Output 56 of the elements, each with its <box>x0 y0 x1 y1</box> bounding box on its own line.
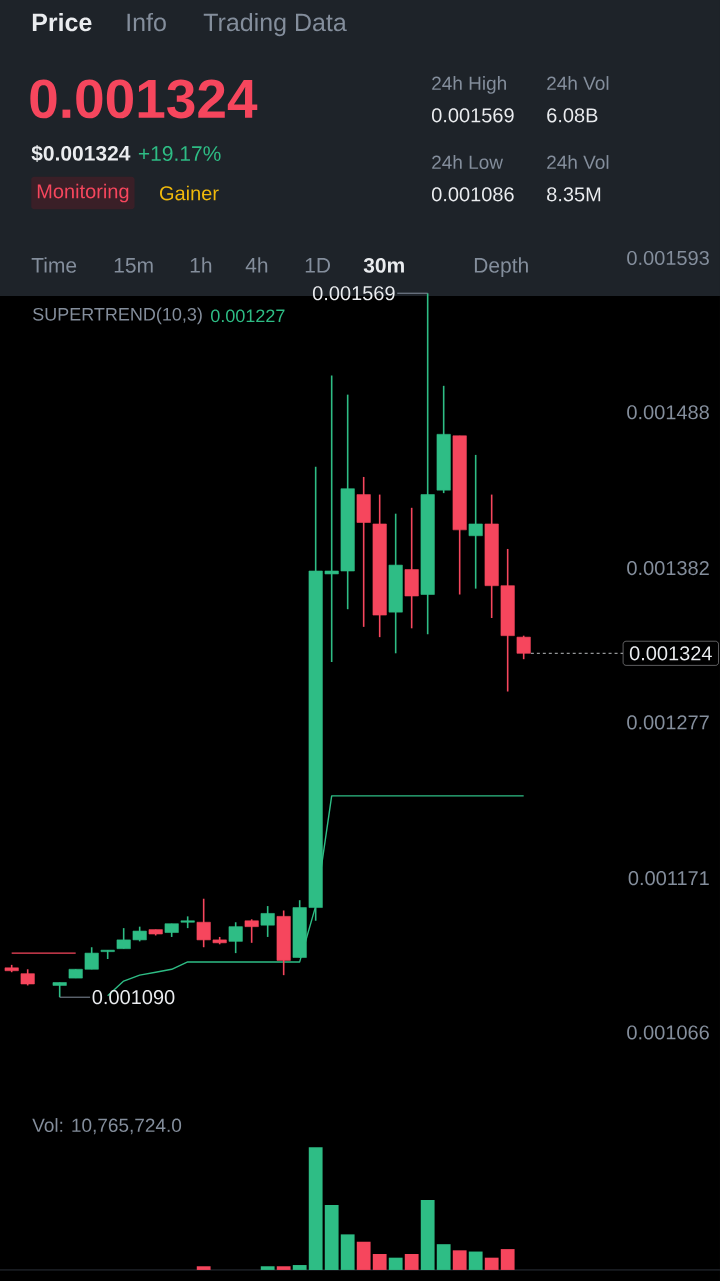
y-tick-label: 0.001488 <box>627 405 709 420</box>
y-tick-label: 0.001171 <box>628 871 709 886</box>
annotation: 15m <box>114 258 153 273</box>
text: 24h Low <box>432 155 504 170</box>
text: 0.001086 <box>431 187 514 202</box>
candlestick <box>468 454 483 590</box>
annotation: Depth <box>474 257 528 277</box>
bar <box>324 1204 339 1270</box>
bar <box>340 1234 355 1270</box>
bar <box>500 1249 515 1270</box>
ref-line-label: 0.001324 <box>629 646 712 661</box>
text: $0.001324 <box>31 144 131 163</box>
text: +19.17% <box>138 146 221 161</box>
annotation: 1D <box>305 258 331 273</box>
text: Monitoring <box>37 183 129 203</box>
bar <box>276 1266 291 1270</box>
text: 8.35M <box>547 187 601 202</box>
y-tick-label: 0.001382 <box>627 560 709 576</box>
bar <box>420 1200 435 1270</box>
y-tick-label: 0.001277 <box>627 715 709 730</box>
annotation: 0.001569 <box>312 286 395 301</box>
bar <box>436 1244 451 1270</box>
text: 24h Vol <box>547 155 609 170</box>
text: Price <box>32 12 92 32</box>
annotation: 0.001227 <box>211 309 285 323</box>
bar <box>484 1257 499 1270</box>
candlestick <box>260 905 275 938</box>
text: 24h Vol <box>547 76 609 91</box>
annotation: 1h <box>190 257 212 273</box>
annotation: 4h <box>245 257 268 273</box>
y-tick-label: 0.001066 <box>627 1025 709 1040</box>
candlestick <box>244 918 259 944</box>
bar <box>452 1250 467 1270</box>
annotation: SUPERTREND(10,3) <box>33 307 202 325</box>
bar <box>388 1257 403 1270</box>
bar <box>308 1147 323 1270</box>
text: Gainer <box>159 185 219 201</box>
chart-title: Vol: 10,765,724.0 <box>32 1118 182 1135</box>
bar <box>292 1265 307 1270</box>
annotation: 30m <box>363 257 404 273</box>
y-tick-label: 0.001593 <box>627 250 709 266</box>
bar <box>196 1266 211 1270</box>
annotation: Time <box>31 257 77 273</box>
text: 24h High <box>432 76 506 94</box>
bar <box>404 1254 419 1270</box>
text: Trading Data <box>203 12 347 37</box>
bar <box>372 1254 387 1270</box>
bar <box>356 1241 371 1270</box>
text: 0.001569 <box>431 108 514 123</box>
bar <box>468 1251 483 1270</box>
text: 6.08B <box>547 108 598 123</box>
annotation: 0.001090 <box>92 990 175 1005</box>
bar <box>260 1266 275 1270</box>
candlestick <box>228 921 243 954</box>
text: Info <box>127 12 166 32</box>
chart-title: 0.001324 <box>30 79 258 119</box>
